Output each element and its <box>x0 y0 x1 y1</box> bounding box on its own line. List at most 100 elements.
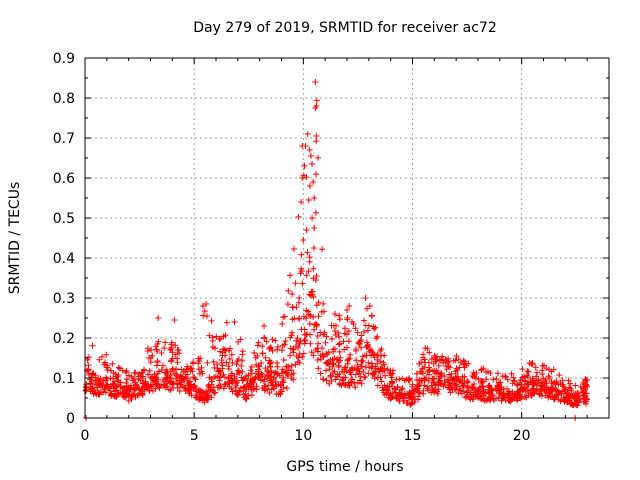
data-point <box>331 311 338 317</box>
data-point <box>267 364 274 371</box>
data-point <box>362 295 369 301</box>
data-point <box>366 303 373 309</box>
data-point <box>313 171 320 178</box>
data-point <box>433 358 440 365</box>
data-point <box>411 398 418 405</box>
data-point <box>309 215 316 221</box>
data-point <box>288 362 295 369</box>
data-point <box>124 376 131 383</box>
data-point <box>381 367 388 374</box>
data-point <box>421 363 428 370</box>
data-point <box>331 368 338 375</box>
data-point <box>352 325 359 332</box>
data-point <box>336 316 343 323</box>
data-point <box>398 386 405 393</box>
data-point <box>426 366 433 373</box>
data-point <box>322 367 329 374</box>
data-point <box>87 380 94 387</box>
data-point <box>334 356 341 363</box>
data-point <box>266 389 273 396</box>
data-point <box>235 356 242 363</box>
data-point <box>205 382 212 389</box>
data-point <box>212 389 219 396</box>
data-point <box>342 364 349 371</box>
data-point <box>312 276 319 283</box>
data-point <box>229 359 236 366</box>
data-point <box>365 359 372 366</box>
data-point <box>582 398 589 405</box>
y-tick-label: 0.4 <box>53 251 75 267</box>
data-point <box>267 359 274 366</box>
y-tick-label: 0.6 <box>53 171 75 187</box>
data-point <box>315 365 322 372</box>
grid-lines <box>85 58 609 418</box>
data-point <box>344 344 351 351</box>
data-point <box>489 392 496 399</box>
data-point <box>224 380 231 387</box>
data-point <box>189 368 196 375</box>
data-point <box>99 353 106 360</box>
data-point <box>434 353 441 360</box>
data-point <box>371 375 378 382</box>
data-point <box>206 332 213 339</box>
data-point <box>263 338 270 345</box>
data-point <box>100 377 107 384</box>
data-point <box>242 390 249 397</box>
data-point <box>557 390 564 397</box>
data-point <box>567 380 574 387</box>
data-point <box>193 387 200 394</box>
data-point <box>293 343 300 350</box>
data-point <box>534 369 541 376</box>
data-point <box>168 341 175 348</box>
data-point <box>313 323 320 330</box>
data-point <box>132 379 139 386</box>
data-point <box>389 370 396 377</box>
data-point <box>125 372 132 379</box>
data-point <box>521 377 528 384</box>
data-point <box>290 370 297 377</box>
data-point <box>306 146 313 153</box>
data-point <box>582 381 589 388</box>
data-point <box>478 367 485 374</box>
data-point <box>311 326 318 333</box>
data-point <box>292 361 299 368</box>
data-point <box>99 383 106 390</box>
data-point <box>158 366 165 373</box>
data-point <box>208 376 215 383</box>
data-point <box>440 383 447 390</box>
data-point <box>312 209 319 216</box>
data-point <box>579 389 586 396</box>
data-point <box>445 355 452 362</box>
data-point <box>464 378 471 385</box>
data-point <box>332 328 339 335</box>
data-point <box>377 347 384 354</box>
data-point <box>94 384 101 391</box>
data-point <box>351 364 358 371</box>
data-point <box>166 377 173 384</box>
data-point <box>313 133 320 139</box>
data-point <box>458 390 465 397</box>
data-point <box>346 382 353 389</box>
data-point <box>311 245 318 252</box>
data-point <box>95 376 102 383</box>
data-point <box>196 370 203 377</box>
data-point <box>421 382 428 389</box>
data-point <box>360 369 367 376</box>
data-point <box>295 213 302 220</box>
data-point <box>122 394 129 401</box>
data-point <box>134 382 141 389</box>
data-point <box>228 385 235 392</box>
x-tick-label: 15 <box>404 428 422 444</box>
data-point <box>441 373 448 380</box>
data-point <box>301 337 308 344</box>
data-point <box>314 357 321 364</box>
data-point <box>327 373 334 380</box>
data-point <box>294 335 301 342</box>
data-point <box>374 382 381 389</box>
data-point <box>304 131 311 137</box>
data-point <box>371 354 378 361</box>
data-point <box>336 381 343 388</box>
data-point <box>514 397 521 404</box>
data-point <box>214 373 221 380</box>
data-point <box>431 367 438 374</box>
